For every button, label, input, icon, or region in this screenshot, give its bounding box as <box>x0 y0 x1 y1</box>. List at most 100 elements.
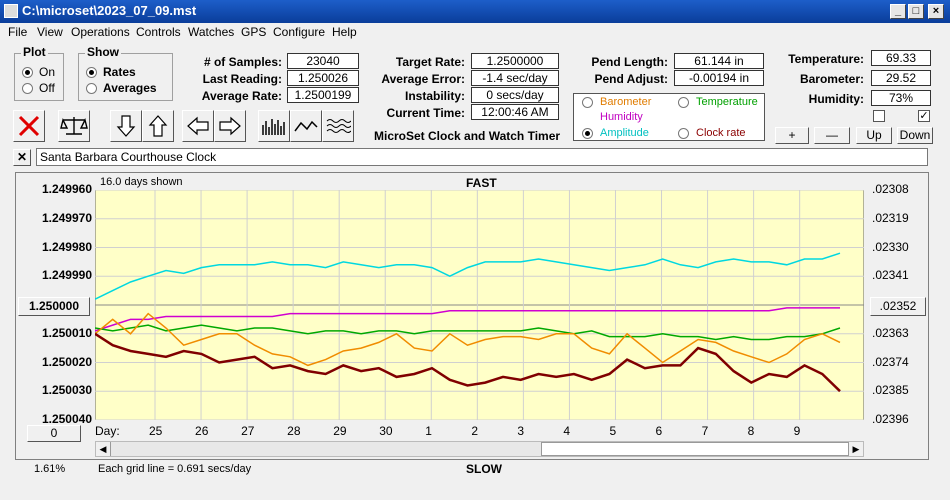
x-tick-label: 4 <box>563 424 571 438</box>
show-averages-label: Averages <box>103 81 157 95</box>
y-right-tick-label: .02330 <box>872 239 909 254</box>
pend-length-value[interactable]: 61.144 in <box>674 53 764 69</box>
barometer-radio[interactable] <box>582 97 593 108</box>
x-tick-label: 2 <box>471 424 479 438</box>
series-line-humidity <box>95 307 840 332</box>
amplitude-radio[interactable] <box>582 128 593 139</box>
maximize-button[interactable]: □ <box>908 4 924 19</box>
temperature-radio[interactable] <box>678 97 689 108</box>
y-left-tick-label: 1.250010 <box>41 325 92 340</box>
samples-label: # of Samples: <box>203 55 282 69</box>
clear-name-button[interactable]: ✕ <box>13 149 31 166</box>
right-center-value-button[interactable]: .02352 <box>870 297 926 316</box>
plot-on-radio[interactable] <box>22 67 33 78</box>
y-left-tick-label: 1.250040 <box>41 412 92 426</box>
barometer-reading-label: Barometer: <box>799 72 864 86</box>
x-tick-label: 30 <box>379 424 393 438</box>
option-checkbox-2[interactable]: ✓ <box>918 110 930 122</box>
y-left-tick-label: 1.249970 <box>41 210 92 225</box>
last-reading-label: Last Reading: <box>202 72 282 86</box>
x-tick-label: 27 <box>241 424 255 438</box>
bar-chart-icon <box>262 119 285 135</box>
grid-note-label: Each grid line = 0.691 secs/day <box>98 463 252 475</box>
menu-watches[interactable]: Watches <box>188 25 235 39</box>
scroll-left-arrow[interactable]: ◀ <box>96 442 111 456</box>
humidity-reading-value: 73% <box>871 90 931 106</box>
plot-on-label: On <box>39 65 56 79</box>
arrow-left-button[interactable] <box>182 110 214 142</box>
x-tick-label: 25 <box>149 424 163 438</box>
scroll-right-arrow[interactable]: ▶ <box>848 442 863 456</box>
minus-button[interactable]: — <box>814 127 850 144</box>
y-left-tick-label: 1.249990 <box>41 268 92 283</box>
menu-view[interactable]: View <box>37 25 63 39</box>
center-value-button[interactable]: 1.250000 <box>18 297 90 316</box>
show-averages-radio[interactable] <box>86 83 97 94</box>
scroll-thumb[interactable] <box>541 442 849 456</box>
percent-label: 1.61% <box>34 463 66 475</box>
series-line-barometer <box>95 312 841 367</box>
arrow-up-icon <box>148 115 168 137</box>
target-rate-value[interactable]: 1.2500000 <box>471 53 559 69</box>
humidity-label: Humidity <box>600 111 643 123</box>
y-right-tick-label: .02308 <box>872 182 909 196</box>
bar-view-button[interactable] <box>258 110 290 142</box>
balance-button[interactable] <box>58 110 90 142</box>
menu-controls[interactable]: Controls <box>136 25 181 39</box>
x-tick-label: 28 <box>287 424 301 438</box>
menu-configure[interactable]: Configure <box>273 25 326 39</box>
menu-operations[interactable]: Operations <box>71 25 130 39</box>
arrow-right-button[interactable] <box>214 110 246 142</box>
line-view-button[interactable] <box>290 110 322 142</box>
x-tick-label: 6 <box>655 424 663 438</box>
menu-help[interactable]: Help <box>332 25 357 39</box>
minimize-button[interactable]: _ <box>890 4 906 19</box>
plot-group: Plot On Off <box>14 45 64 101</box>
y-left-tick-label: 1.250020 <box>41 354 92 369</box>
close-window-button[interactable]: × <box>928 4 944 19</box>
y-left-tick-label: 1.249960 <box>41 182 92 196</box>
menu-file[interactable]: File <box>8 25 28 39</box>
clock-name-field[interactable]: Santa Barbara Courthouse Clock <box>36 148 928 166</box>
menu-bar: File View Operations Controls Watches GP… <box>0 23 950 42</box>
arrow-down-button[interactable] <box>110 110 142 142</box>
chart-frame <box>15 172 929 460</box>
average-rate-label: Average Rate: <box>201 89 282 103</box>
arrow-up-button[interactable] <box>142 110 174 142</box>
y-left-tick-label: 1.250030 <box>41 383 92 398</box>
menu-gps[interactable]: GPS <box>241 25 267 39</box>
temperature-label: Temperature <box>696 96 758 108</box>
show-rates-radio[interactable] <box>86 67 97 78</box>
x-tick-label: 7 <box>701 424 709 438</box>
current-time-label: Current Time: <box>386 106 465 120</box>
average-error-label: Average Error: <box>381 72 465 86</box>
clock-rate-radio[interactable] <box>678 128 689 139</box>
horizontal-scrollbar[interactable]: ◀ ▶ <box>95 441 864 457</box>
series-line-clock-rate <box>95 332 841 393</box>
option-checkbox-1[interactable] <box>873 110 885 122</box>
rate-plot[interactable] <box>95 190 864 420</box>
x-tick-label: 1 <box>425 424 432 438</box>
arrow-down-icon <box>116 115 136 137</box>
down-button[interactable]: Down <box>897 127 933 144</box>
stop-button[interactable] <box>13 110 45 142</box>
wave-view-button[interactable] <box>322 110 354 142</box>
clock-rate-label: Clock rate <box>696 127 746 139</box>
plus-button[interactable]: + <box>775 127 809 144</box>
instability-value: 0 secs/day <box>471 87 559 103</box>
barometer-reading-value: 29.52 <box>871 70 931 86</box>
target-rate-label: Target Rate: <box>395 55 465 69</box>
instability-label: Instability: <box>404 89 465 103</box>
y-right-tick-label: .02363 <box>872 325 909 340</box>
humidity-reading-label: Humidity: <box>808 92 864 106</box>
plot-off-radio[interactable] <box>22 83 33 94</box>
zero-button[interactable]: 0 <box>27 425 81 442</box>
y-right-tick-label: .02374 <box>872 354 909 369</box>
temperature-reading-label: Temperature: <box>788 52 864 66</box>
temperature-reading-value: 69.33 <box>871 50 931 66</box>
wave-lines-icon <box>326 119 351 133</box>
y-right-tick-label: .02319 <box>872 210 909 225</box>
arrow-left-icon <box>187 116 209 136</box>
up-button[interactable]: Up <box>856 127 892 144</box>
plot-group-title: Plot <box>21 45 48 59</box>
